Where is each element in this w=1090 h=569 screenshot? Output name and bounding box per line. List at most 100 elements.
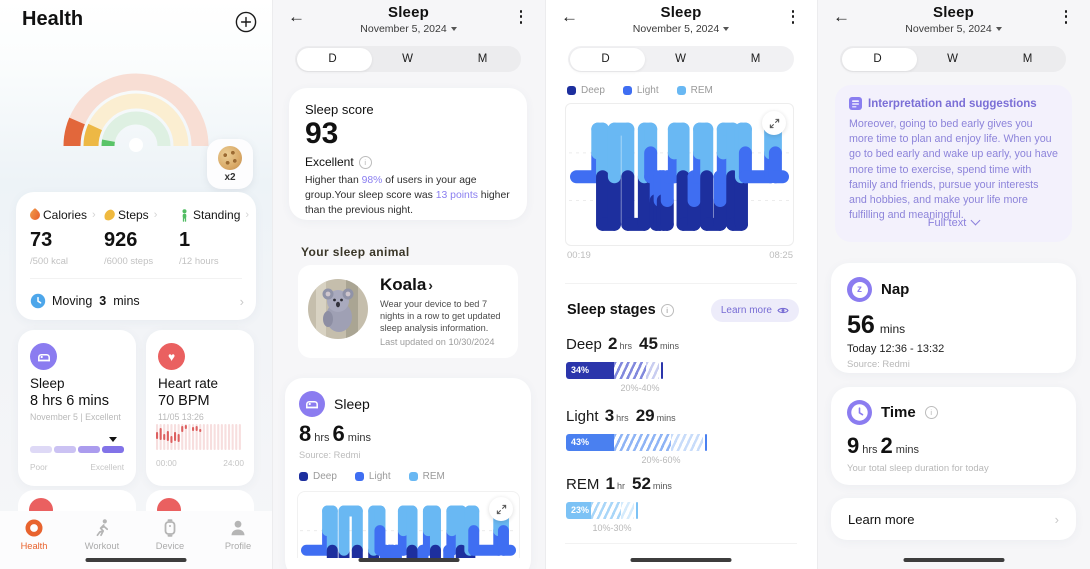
nav-label: Health [20,541,48,551]
light-chip-icon [354,472,364,481]
stage-deep: Deep 2 hrs 45 mins 34% 20%-40% [566,334,797,393]
stage-bar: 23% [566,502,797,519]
nap-card[interactable]: Nap 56 mins Today 12:36 - 13:32 Source: R… [831,263,1076,373]
chevron-right-icon [1055,512,1059,527]
stage-bar: 43% [566,434,797,451]
hypnogram-mini-chart [300,505,517,558]
home-indicator[interactable] [358,558,459,562]
tab-day[interactable]: D [873,53,882,65]
snack-tile[interactable]: x2 [207,139,253,189]
date-selector[interactable]: November 5, 2024 [857,23,1050,35]
learn-more-button[interactable]: Learn more [710,299,799,322]
date-selector[interactable]: November 5, 2024 [312,23,505,35]
menu-button[interactable] [514,10,528,24]
hypnogram-svg [569,122,790,231]
rem-chip-icon [676,86,686,95]
divider [565,543,797,544]
moving-row[interactable]: Moving 3 mins [30,288,244,314]
back-button[interactable] [561,7,585,31]
stat-calories[interactable]: Calories 73 /500 kcal [27,207,102,267]
add-button[interactable] [235,11,257,33]
nav-label: Profile [224,541,252,551]
heart-icon [158,343,185,370]
animal-name: Koala [380,275,427,294]
info-icon[interactable] [924,406,938,419]
sleep-animal-card[interactable]: Your sleep animal Koala Wear your device… [285,234,531,368]
sleep-summary-card[interactable]: Sleep 8 hrs 6 mins November 5 | Excellen… [18,330,136,486]
back-button[interactable] [288,7,312,31]
active-tab-indicator [296,47,372,71]
time-clock-icon [847,400,872,425]
bottom-navigation: Health Workout Device Profile [0,511,272,569]
back-button[interactable] [833,7,857,31]
hypnogram-preview[interactable] [297,491,520,558]
heart-rate-value: 70 BPM [158,393,210,409]
clock-icon [30,293,46,309]
tab-month[interactable]: M [750,53,761,65]
tab-month[interactable]: M [477,53,488,65]
tab-week[interactable]: W [402,53,413,65]
activity-stats-card: Calories 73 /500 kcal Steps 926 /6000 st… [16,192,256,320]
menu-button[interactable] [1059,10,1073,24]
runner-icon [96,519,109,537]
tab-day[interactable]: D [601,53,610,65]
stages-title: Sleep stages [567,302,656,318]
animal-description: Wear your device to bed 7 nights in a ro… [380,299,501,334]
sleep-score-card[interactable]: Sleep score 93 Excellent Higher than 98%… [289,88,527,220]
home-indicator[interactable] [630,558,732,562]
header: Sleep November 5, 2024 [817,0,1090,44]
score-rating: Excellent [305,155,354,169]
stat-steps[interactable]: Steps 926 /6000 steps [102,208,176,267]
chevron-right-icon [428,277,433,293]
animal-card-title: Your sleep animal [301,245,410,259]
tab-week[interactable]: W [947,53,958,65]
standing-person-icon [182,208,187,222]
total-duration: 9 hrs 2 mins [847,433,920,458]
chevron-down-icon [970,215,981,226]
tab-week[interactable]: W [675,53,686,65]
stage-range: 10%-30% [592,523,632,533]
home-indicator[interactable] [903,558,1004,562]
card-title: Sleep [30,376,65,391]
learn-more-row[interactable]: Learn more [831,498,1076,540]
info-icon[interactable] [358,155,372,169]
header-title: Sleep [660,4,702,21]
dropdown-caret-icon [995,27,1002,31]
home-indicator[interactable] [85,558,187,562]
date-selector[interactable]: November 5, 2024 [585,23,777,35]
chevron-right-icon [92,209,96,221]
tab-day[interactable]: D [328,53,337,65]
interpretation-title: Interpretation and suggestions [868,97,1037,110]
nav-tab-device[interactable]: Device [136,511,204,569]
card-title: Heart rate [158,376,219,391]
chevron-right-icon [245,209,249,221]
expand-button[interactable] [489,497,513,521]
nav-tab-health[interactable]: Health [0,511,68,569]
sleep-duration: 8 hrs 6 mins [30,393,109,409]
stat-label: Calories [43,208,88,222]
tab-month[interactable]: M [1022,53,1033,65]
expand-button[interactable] [762,111,786,135]
sleep-duration: 8 hrs 6 mins [299,421,372,446]
axis-start: 00:00 [156,458,177,468]
stat-standing[interactable]: Standing 1 /12 hours [179,208,251,267]
quality-marker-icon [108,437,117,442]
nav-tab-profile[interactable]: Profile [204,511,272,569]
nav-tab-workout[interactable]: Workout [68,511,136,569]
nap-time-range: Today 12:36 - 13:32 [847,343,945,355]
hypnogram-chart[interactable] [565,103,794,246]
scale-min: Poor [30,462,48,472]
eye-icon [777,307,789,314]
card-title: Time [881,404,916,421]
menu-button[interactable] [786,10,800,24]
health-gauge[interactable] [51,62,221,152]
full-text-button[interactable]: Full text [835,215,1072,229]
screen-sleep-score: Sleep November 5, 2024 D W M Sleep score… [272,0,545,569]
heart-rate-card[interactable]: Heart rate 70 BPM 11/05 13:26 00:00 24:0… [146,330,254,486]
info-icon[interactable] [660,303,674,317]
stage-rem: REM 1 hr 52 mins 23% 10%-30% [566,474,797,533]
data-source: Source: Redmi [847,359,910,370]
stat-label: Standing [193,208,241,222]
card-title: Nap [881,281,910,298]
